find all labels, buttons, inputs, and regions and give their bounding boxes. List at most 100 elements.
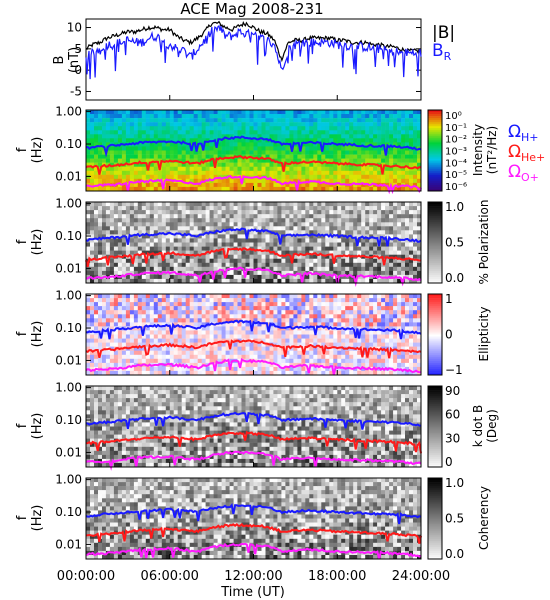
freq-tick-label: 0.01 [55,169,82,183]
colorbar-tick-label: 90 [445,384,460,398]
colorbar-tick-label: 0.0 [445,547,464,561]
colorbar-tick-label: 10⁻⁶ [445,182,467,193]
cyclotron-line-h [85,227,422,247]
panel-ylabel-f: f [15,423,30,428]
spectral-panels: 1.000.100.01f (Hz)10⁰10⁻¹10⁻²10⁻³10⁻⁴10⁻⁵… [15,105,499,561]
cyclotron-line-he [85,522,422,544]
legend-b-total: |B| [432,23,455,43]
colorbar-tick-label: 10⁻² [445,135,467,146]
colorbar-frame [427,385,443,468]
freq-tick-label: 1.00 [55,197,82,211]
colorbar-label: Intensity [471,124,485,176]
colorbar-tick-label: 0.5 [445,236,464,250]
legend-omega-h-sub: H+ [521,131,539,144]
cyclotron-line-o [85,450,422,471]
freq-tick-label: 0.01 [55,261,82,275]
x-tick-label: 18:00:00 [308,569,366,584]
colorbar-tick-label: −1 [445,363,463,377]
x-tick-label: 24:00:00 [392,569,450,584]
b-panel-ylabel-line1: B [52,56,67,65]
chart-title: ACE Mag 2008-231 [180,0,323,18]
legend-b-r-main: B [432,41,444,61]
b-y-tick-label: 10 [67,21,82,35]
colorbar-frame [427,201,443,284]
cyclotron-line-o [85,266,422,287]
colorbar-label-unit: (nT²/Hz) [485,126,499,174]
colorbar-frame [427,477,443,560]
series-line-b-r [85,24,422,80]
colorbar-frame [427,109,443,192]
cyclotron-line-h [85,503,422,525]
spectrogram-polarization [86,202,422,284]
cyclotron-line-h [85,411,422,430]
cyclotron-line-he [85,430,422,454]
colorbar-tick-label: 1 [445,292,453,306]
cyclotron-line-o [85,542,422,560]
cyclotron-line-o [85,358,422,376]
cyclotron-line-he [85,339,422,359]
legend-omega-he-sub: He+ [521,151,545,164]
panel-ylabel-f: f [15,239,30,244]
colorbar-tick-label: 10⁻⁵ [445,170,467,181]
colorbar-coherency: 1.0 0.5 0.0 Coherency [427,476,491,561]
freq-tick-label: 0.01 [55,353,82,367]
b-y-tick-label: 0 [74,63,82,77]
freq-tick-label: 1.00 [55,105,82,119]
x-axis-label: Time (UT) [220,585,285,600]
x-tick-label: 00:00:00 [57,569,115,584]
cyclotron-legend: ΩH+ ΩHe+ ΩO+ [508,122,545,184]
freq-tick-label: 1.00 [55,381,82,395]
cyclotron-line-h [85,319,422,340]
colorbar-tick-label: 0 [445,328,453,342]
legend-b-r: BR [432,41,452,63]
legend-omega-o-sub: O+ [521,171,539,184]
b-panel-ylabel-line2: (nT) [67,47,82,73]
spectrogram-intensity [86,110,422,192]
freq-tick-label: 0.01 [55,445,82,459]
legend-omega-o-main: Ω [508,162,521,182]
colorbar-tick-label: 10⁻⁴ [445,158,467,169]
freq-tick-label: 1.00 [55,289,82,303]
colorbar-tick-label: 30 [445,431,460,445]
legend-omega-he-main: Ω [508,142,521,162]
colorbar-label-unit: (Deg) [485,409,499,443]
colorbar-tick-label: 10⁻³ [445,147,467,158]
spectrogram-ellipticity [86,294,422,376]
x-tick-label: 12:00:00 [224,569,282,584]
b-y-tick-label: 5 [74,42,82,56]
colorbar-tick-label: 0.5 [445,512,464,526]
colorbar-polarization: 1.0 0.5 0.0 % Polarization [427,200,491,285]
legend-omega-h-main: Ω [508,122,521,142]
freq-tick-label: 0.10 [55,137,82,151]
freq-tick-label: 0.01 [55,537,82,551]
panel-polarization: 1.00 0.10 0.01 f (Hz) 1.0 0.5 0.0 % Polarization [15,197,491,287]
panel-ylabel-f: f [15,331,30,336]
panel-ylabel-hz: (Hz) [30,505,45,532]
freq-tick-label: 0.10 [55,413,82,427]
b-panel-y-ticks: 10 5 0 -5 [67,21,421,98]
colorbar-frame [427,293,443,376]
legend-b-r-sub: R [444,50,452,63]
freq-tick-label: 0.10 [55,229,82,243]
cyclotron-line-he [85,154,422,175]
panel-ylabel-hz: (Hz) [30,413,45,440]
colorbar-tick-label: 60 [445,408,460,422]
freq-tick-label: 0.10 [55,321,82,335]
legend-omega-he: ΩHe+ [508,142,545,164]
legend-omega-h: ΩH+ [508,122,539,144]
freq-tick-label: 1.00 [55,473,82,487]
panel-ylabel-hz: (Hz) [30,229,45,256]
panel-ellipticity: 1.00 0.10 0.01 f (Hz) 1 0 −1 Ellipticity [15,289,491,377]
panel-ylabel-hz: (Hz) [30,321,45,348]
colorbar-label: % Polarization [477,200,491,285]
colorbar-tick-label: 1.0 [445,476,464,490]
colorbar-ellipticity: 1 0 −1 Ellipticity [427,292,491,377]
cyclotron-line-he [85,247,422,268]
x-tick-label: 06:00:00 [141,569,199,584]
panel-ylabel-f: f [15,147,30,152]
x-axis-ticks: 00:00:00 06:00:00 12:00:00 18:00:00 24:00:00 [57,95,450,584]
colorbar-tick-label: 10⁰ [445,111,462,122]
